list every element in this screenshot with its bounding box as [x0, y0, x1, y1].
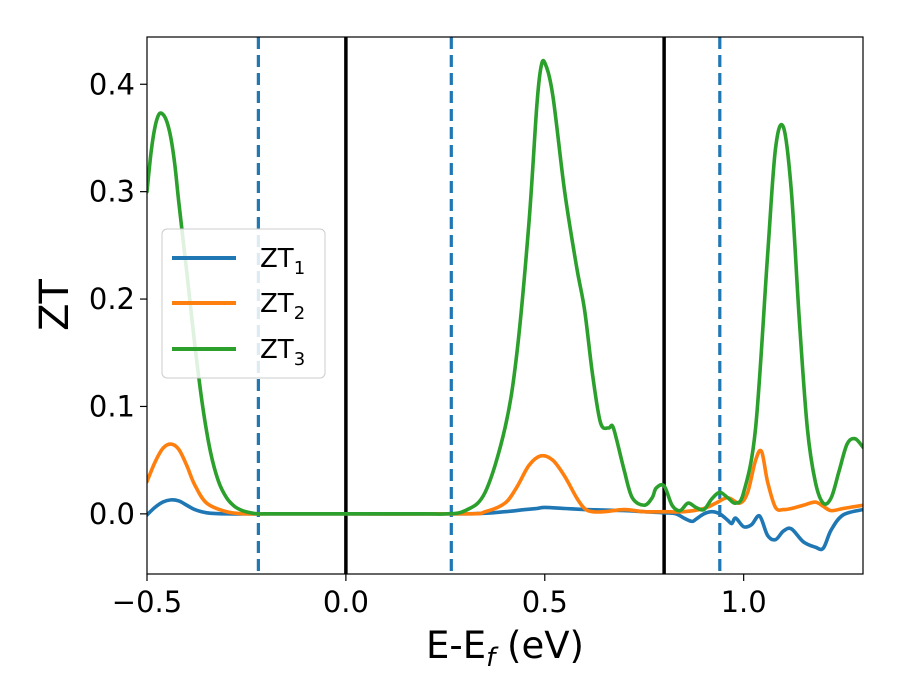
y-tick-label: 0.4	[89, 67, 135, 101]
x-tick-label: −0.5	[112, 585, 182, 619]
series-line-zt3	[147, 58, 863, 516]
legend-label-3: ZT3	[260, 335, 305, 370]
x-tick-label: 0.0	[323, 585, 369, 619]
y-tick-label: 0.1	[89, 389, 135, 423]
legend-label-1: ZT1	[260, 244, 305, 279]
y-tick-label: 0.3	[89, 175, 135, 209]
legend-label-2: ZT2	[260, 289, 305, 324]
series-line-zt2	[147, 442, 863, 516]
x-axis-label: E-Ef (eV)	[426, 624, 584, 673]
y-axis-label: ZT	[32, 279, 78, 331]
plot-frame	[146, 36, 864, 575]
y-tick-label: 0.2	[89, 282, 135, 316]
x-tick-label: 1.0	[721, 585, 767, 619]
x-tick-label: 0.5	[522, 585, 568, 619]
y-tick-label: 0.0	[89, 497, 135, 531]
legend-box	[161, 228, 326, 379]
legend: ZT1 ZT2 ZT3	[161, 228, 326, 379]
